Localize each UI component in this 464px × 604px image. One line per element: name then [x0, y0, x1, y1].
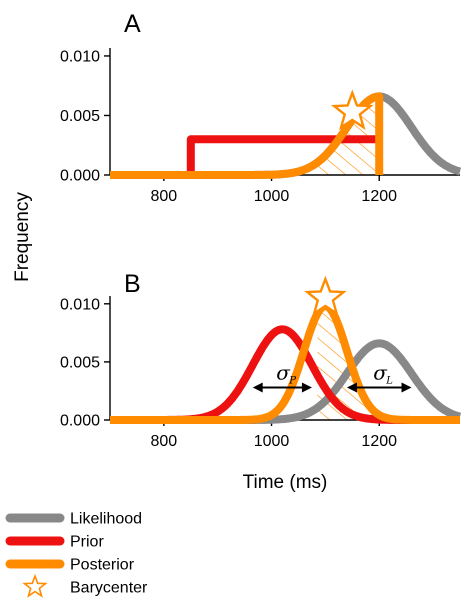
y-axis-title: Frequency	[12, 192, 33, 282]
y-tick-label: 0.010	[60, 296, 100, 313]
y-tick-label: 0.010	[60, 48, 100, 65]
x-tick-label: 1200	[361, 433, 397, 450]
y-tick-label: 0.000	[60, 168, 100, 185]
sigma-l-arrow-head-right	[401, 382, 412, 393]
x-axis-title: Time (ms)	[243, 472, 328, 493]
panel-letter-a: A	[124, 10, 141, 38]
legend-posterior-label: Posterior	[70, 557, 135, 574]
sigma-l-arrow-head-left	[346, 382, 357, 393]
x-tick-label: 1200	[361, 188, 397, 205]
legend-barycenter-label: Barycenter	[70, 580, 148, 597]
series-posterior-line	[107, 92, 384, 179]
sigma-p-arrow-head-right	[301, 382, 312, 393]
barycenter-star-marker	[330, 89, 374, 131]
y-tick-label: 0.000	[60, 413, 100, 430]
sigma-p-subscript: P	[288, 375, 296, 386]
legend-prior-label: Prior	[70, 534, 104, 551]
sigma-p-arrow-head-left	[252, 382, 263, 393]
series-prior-line	[186, 135, 380, 175]
y-tick-label: 0.005	[60, 354, 100, 371]
x-tick-label: 800	[150, 433, 177, 450]
legend-barycenter-star	[22, 573, 48, 598]
x-tick-label: 1000	[254, 433, 290, 450]
barycenter-star-marker	[304, 275, 347, 317]
series-posterior-line	[107, 302, 463, 424]
sigma-l-subscript: L	[385, 375, 393, 386]
y-tick-label: 0.005	[60, 108, 100, 125]
sigma-p-label: σ	[276, 360, 291, 384]
sigma-l-label: σ	[373, 360, 388, 384]
legend-likelihood-label: Likelihood	[70, 511, 142, 528]
x-tick-label: 800	[150, 188, 177, 205]
x-tick-label: 1000	[254, 188, 290, 205]
panel-letter-b: B	[124, 270, 141, 298]
